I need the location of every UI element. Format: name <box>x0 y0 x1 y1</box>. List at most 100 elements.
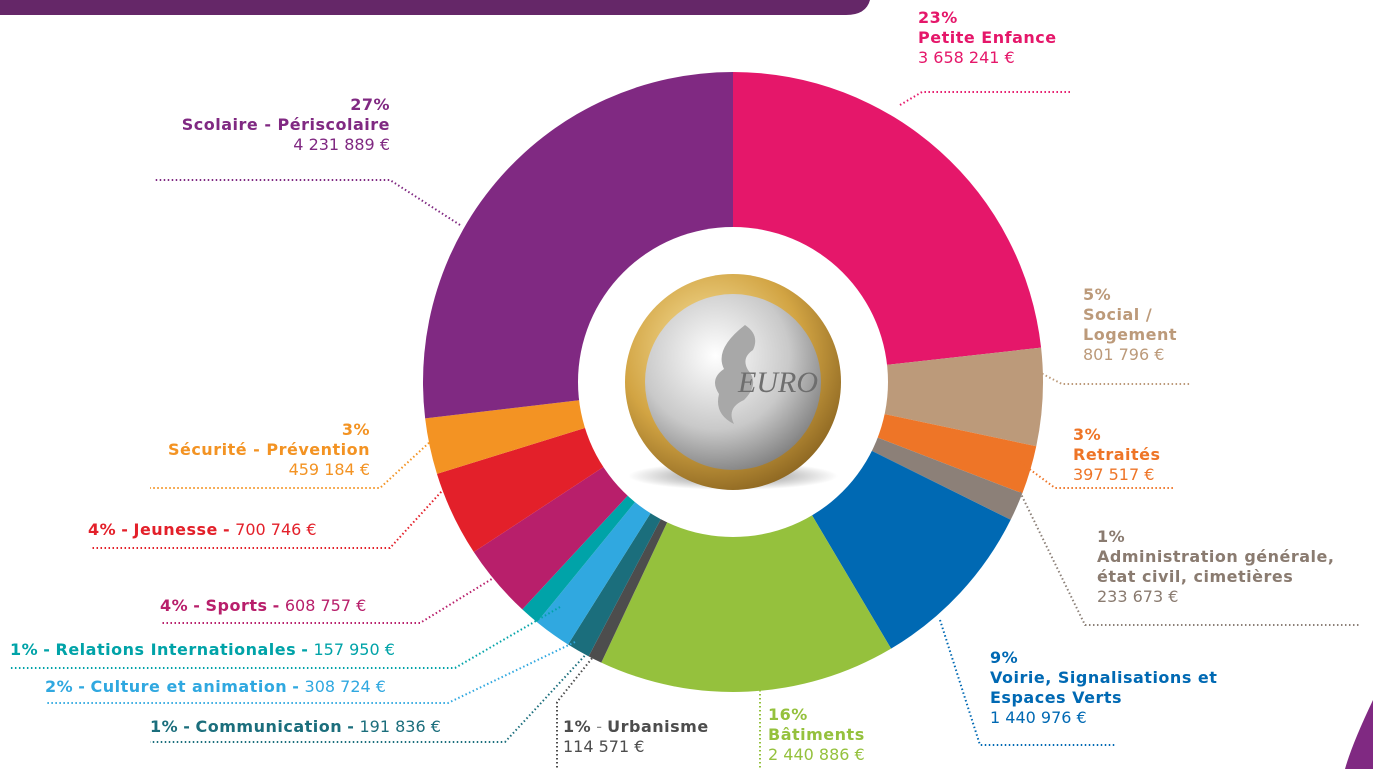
share-label: 3% <box>341 420 370 439</box>
category-label: Sports <box>205 596 268 615</box>
share-label: 9% <box>990 648 1019 667</box>
amount-label: 397 517 € <box>1073 465 1155 484</box>
slice <box>601 382 892 692</box>
share-label: 1% <box>563 717 592 736</box>
label: 2% - Culture et animation - 308 724 € <box>45 677 386 697</box>
share-label: 1% <box>150 717 179 736</box>
label: 9% Voirie, Signalisations et Espaces Vert… <box>990 648 1220 728</box>
separator: - <box>183 717 191 736</box>
label: 4% - Jeunesse - 700 746 € <box>88 520 317 540</box>
share-label: 23% <box>918 8 958 27</box>
label: 23% Petite Enfance 3 658 241 € <box>918 8 1057 68</box>
amount-label: 459 184 € <box>288 460 370 479</box>
row: 397 517 € <box>1073 465 1161 485</box>
row: 114 571 € <box>563 737 709 757</box>
amount-label: 700 746 € <box>235 520 317 539</box>
row: 23% <box>918 8 1057 28</box>
row: 2 440 886 € <box>768 745 865 765</box>
leader-line <box>90 479 453 549</box>
label: 27% Scolaire - Périscolaire 4 231 889 € <box>150 95 390 155</box>
row: 3% <box>150 420 370 440</box>
separator: - <box>193 596 201 615</box>
amount-label: 801 796 € <box>1083 345 1165 364</box>
banner <box>0 0 870 15</box>
amount-label: 191 836 € <box>359 717 441 736</box>
share-label: 3% <box>1073 425 1102 444</box>
row: 233 673 € <box>1097 587 1367 607</box>
separator: - <box>347 717 355 736</box>
category-label: Culture et animation <box>90 677 288 696</box>
category-label: Petite Enfance <box>918 28 1057 47</box>
category-label: Jeunesse <box>133 520 218 539</box>
separator: - <box>43 640 51 659</box>
share-label: 1% <box>1097 527 1126 546</box>
amount-label: 233 673 € <box>1097 587 1179 606</box>
share-label: 16% <box>768 705 808 724</box>
separator: - <box>121 520 129 539</box>
share-label: 4% <box>88 520 117 539</box>
leader-line <box>10 606 561 669</box>
separator: - <box>272 596 280 615</box>
row: Bâtiments <box>768 725 865 745</box>
row: 27% <box>150 95 390 115</box>
separator: - <box>596 717 603 736</box>
leader-line <box>939 619 1115 746</box>
separator: - <box>222 520 231 539</box>
leader-line <box>155 179 461 226</box>
category-label: Retraités <box>1073 445 1161 464</box>
slice <box>733 347 1044 447</box>
label: 1% - Relations Internationales - 157 950… <box>10 640 395 660</box>
row: 459 184 € <box>150 460 370 480</box>
label: 16% Bâtiments 2 440 886 € <box>768 705 865 765</box>
row: 1 440 976 € <box>990 708 1220 728</box>
row: Voirie, Signalisations et Espaces Verts <box>990 668 1220 708</box>
leader-line <box>150 649 591 743</box>
share-label: 2% <box>45 677 74 696</box>
category-label: Voirie, Signalisations et Espaces Verts <box>990 668 1218 707</box>
amount-label: 157 950 € <box>313 640 395 659</box>
separator: - <box>292 677 300 696</box>
amount-label: 2 440 886 € <box>768 745 865 764</box>
category-label: Sécurité - Prévention <box>167 440 370 459</box>
coin-map <box>715 325 756 424</box>
leader-line <box>150 439 433 489</box>
category-label: Social / Logement <box>1083 305 1178 344</box>
category-label: Communication <box>195 717 343 736</box>
leader-line <box>45 641 576 704</box>
label: 3% Retraités 397 517 € <box>1073 425 1161 485</box>
row: 1% - Urbanisme <box>563 717 709 737</box>
leader-line <box>1019 491 1360 626</box>
label: 1% - Communication - 191 836 € <box>150 717 441 737</box>
row: 1% <box>1097 527 1367 547</box>
row: 9% <box>990 648 1220 668</box>
label: 1% - Urbanisme 114 571 € <box>563 717 709 757</box>
row: 4 231 889 € <box>150 135 390 155</box>
row: Social / Logement <box>1083 305 1203 345</box>
row: Scolaire - Périscolaire <box>150 115 390 135</box>
row: Retraités <box>1073 445 1161 465</box>
leader-line <box>160 576 496 624</box>
row: 3% <box>1073 425 1161 445</box>
row: Administration générale, état civil, cim… <box>1097 547 1367 587</box>
row: Petite Enfance <box>918 28 1057 48</box>
leader-line <box>899 91 1070 106</box>
row: 16% <box>768 705 865 725</box>
share-label: 5% <box>1083 285 1112 304</box>
share-label: 27% <box>350 95 390 114</box>
label: 3% Sécurité - Prévention 459 184 € <box>150 420 370 480</box>
category-label: Relations Internationales <box>55 640 297 659</box>
share-label: 4% <box>160 596 189 615</box>
amount-label: 114 571 € <box>563 737 645 756</box>
category-label: Administration générale, état civil, cim… <box>1097 547 1335 586</box>
amount-label: 1 440 976 € <box>990 708 1087 727</box>
category-label: Bâtiments <box>768 725 865 744</box>
separator: - <box>301 640 309 659</box>
amount-label: 3 658 241 € <box>918 48 1015 67</box>
leader-line <box>1034 369 1190 385</box>
label: 5% Social / Logement 801 796 € <box>1083 285 1203 365</box>
amount-label: 308 724 € <box>304 677 386 696</box>
row: 801 796 € <box>1083 345 1203 365</box>
row: 5% <box>1083 285 1203 305</box>
